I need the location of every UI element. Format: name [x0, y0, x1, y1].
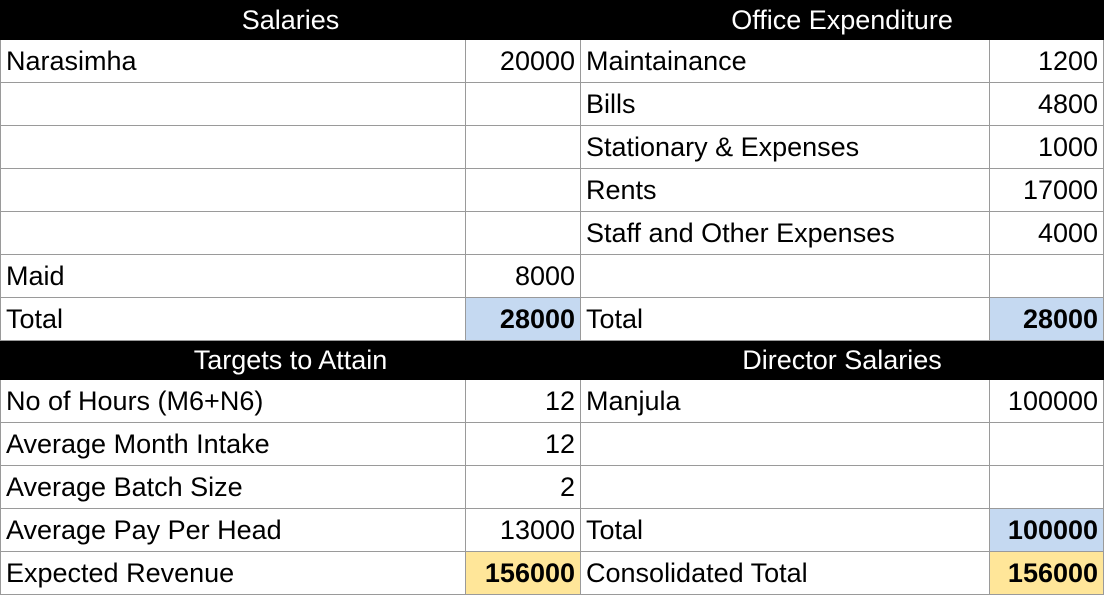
salary-amount-cell[interactable]: 20000: [464, 39, 582, 83]
salary-name-cell[interactable]: Maid: [0, 254, 466, 298]
office-item-cell[interactable]: Stationary & Expenses: [580, 125, 991, 169]
summary-row: Expected Revenue 156000 Consolidated Tot…: [0, 551, 1105, 595]
targets-header[interactable]: Targets to Attain: [0, 340, 582, 380]
salary-name-cell[interactable]: Narasimha: [0, 39, 466, 83]
consolidated-total-label[interactable]: Consolidated Total: [580, 551, 991, 595]
directors-total-value[interactable]: 100000: [989, 508, 1105, 552]
header-row: Salaries Office Expenditure: [0, 0, 1105, 40]
target-value-cell[interactable]: 12: [464, 422, 582, 466]
director-name-cell[interactable]: [580, 465, 991, 509]
target-label-cell[interactable]: No of Hours (M6+N6): [0, 379, 466, 423]
target-label-cell[interactable]: Average Month Intake: [0, 422, 466, 466]
salary-amount-cell[interactable]: [464, 211, 582, 255]
office-item-cell[interactable]: Bills: [580, 82, 991, 126]
salary-amount-cell[interactable]: [464, 82, 582, 126]
office-item-cell[interactable]: Staff and Other Expenses: [580, 211, 991, 255]
office-amount-cell[interactable]: 4800: [989, 82, 1105, 126]
salary-name-cell[interactable]: [0, 125, 466, 169]
header-row: Targets to Attain Director Salaries: [0, 340, 1105, 380]
office-total-label[interactable]: Total: [580, 297, 991, 341]
office-amount-cell[interactable]: 1000: [989, 125, 1105, 169]
target-value-cell[interactable]: 13000: [464, 508, 582, 552]
target-value-cell[interactable]: 12: [464, 379, 582, 423]
office-amount-cell[interactable]: 4000: [989, 211, 1105, 255]
director-name-cell[interactable]: [580, 422, 991, 466]
office-amount-cell[interactable]: [989, 254, 1105, 298]
office-total-value[interactable]: 28000: [989, 297, 1105, 341]
directors-total-label[interactable]: Total: [580, 508, 991, 552]
table-row: Average Pay Per Head 13000 Total 100000: [0, 508, 1105, 552]
salary-name-cell[interactable]: [0, 211, 466, 255]
director-salaries-header[interactable]: Director Salaries: [580, 340, 1105, 380]
office-expenditure-header[interactable]: Office Expenditure: [580, 0, 1105, 40]
table-row: Rents 17000: [0, 168, 1105, 212]
expected-revenue-label[interactable]: Expected Revenue: [0, 551, 466, 595]
table-row: Maid 8000: [0, 254, 1105, 298]
table-row: No of Hours (M6+N6) 12 Manjula 100000: [0, 379, 1105, 423]
director-amount-cell[interactable]: 100000: [989, 379, 1105, 423]
office-item-cell[interactable]: Rents: [580, 168, 991, 212]
office-amount-cell[interactable]: 1200: [989, 39, 1105, 83]
table-row: Average Month Intake 12: [0, 422, 1105, 466]
salary-amount-cell[interactable]: [464, 125, 582, 169]
office-item-cell[interactable]: Maintainance: [580, 39, 991, 83]
target-value-cell[interactable]: 2: [464, 465, 582, 509]
salary-amount-cell[interactable]: 8000: [464, 254, 582, 298]
table-row: Stationary & Expenses 1000: [0, 125, 1105, 169]
salaries-header[interactable]: Salaries: [0, 0, 582, 40]
director-name-cell[interactable]: Manjula: [580, 379, 991, 423]
salaries-total-label[interactable]: Total: [0, 297, 466, 341]
salary-name-cell[interactable]: [0, 168, 466, 212]
salary-name-cell[interactable]: [0, 82, 466, 126]
salary-amount-cell[interactable]: [464, 168, 582, 212]
table-row: Average Batch Size 2: [0, 465, 1105, 509]
table-row: Narasimha 20000 Maintainance 1200: [0, 39, 1105, 83]
table-row: Bills 4800: [0, 82, 1105, 126]
salaries-total-value[interactable]: 28000: [464, 297, 582, 341]
director-amount-cell[interactable]: [989, 465, 1105, 509]
table-row: Staff and Other Expenses 4000: [0, 211, 1105, 255]
expected-revenue-value[interactable]: 156000: [464, 551, 582, 595]
office-item-cell[interactable]: [580, 254, 991, 298]
office-amount-cell[interactable]: 17000: [989, 168, 1105, 212]
totals-row: Total 28000 Total 28000: [0, 297, 1105, 341]
target-label-cell[interactable]: Average Pay Per Head: [0, 508, 466, 552]
target-label-cell[interactable]: Average Batch Size: [0, 465, 466, 509]
director-amount-cell[interactable]: [989, 422, 1105, 466]
consolidated-total-value[interactable]: 156000: [989, 551, 1105, 595]
